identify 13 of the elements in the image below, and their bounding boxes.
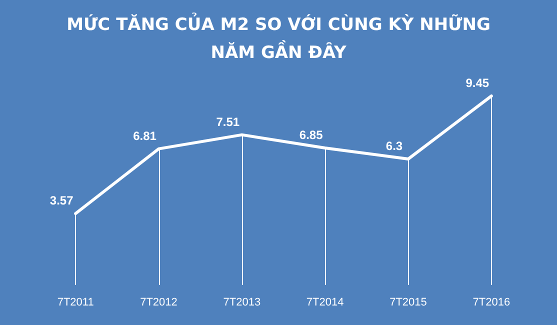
- data-label: 6.81: [133, 128, 157, 143]
- x-tick-label: 7T2011: [57, 296, 94, 308]
- data-label: 7.51: [216, 114, 240, 129]
- x-tick-label: 7T2012: [140, 296, 178, 308]
- x-tick-label: 7T2013: [223, 296, 261, 308]
- x-tick-label: 7T2016: [472, 296, 510, 308]
- data-label: 3.57: [50, 194, 74, 208]
- chart-title: MỨC TĂNG CỦA M2 SO VỚI CÙNG KỲ NHỮNG NĂM GẦN ĐÂY: [66, 12, 490, 63]
- data-label: 9.45: [466, 76, 490, 90]
- x-tick-label: 7T2015: [390, 296, 427, 308]
- data-label: 6.3: [386, 139, 403, 153]
- data-label: 6.85: [299, 128, 324, 142]
- x-tick-label: 7T2014: [306, 296, 344, 308]
